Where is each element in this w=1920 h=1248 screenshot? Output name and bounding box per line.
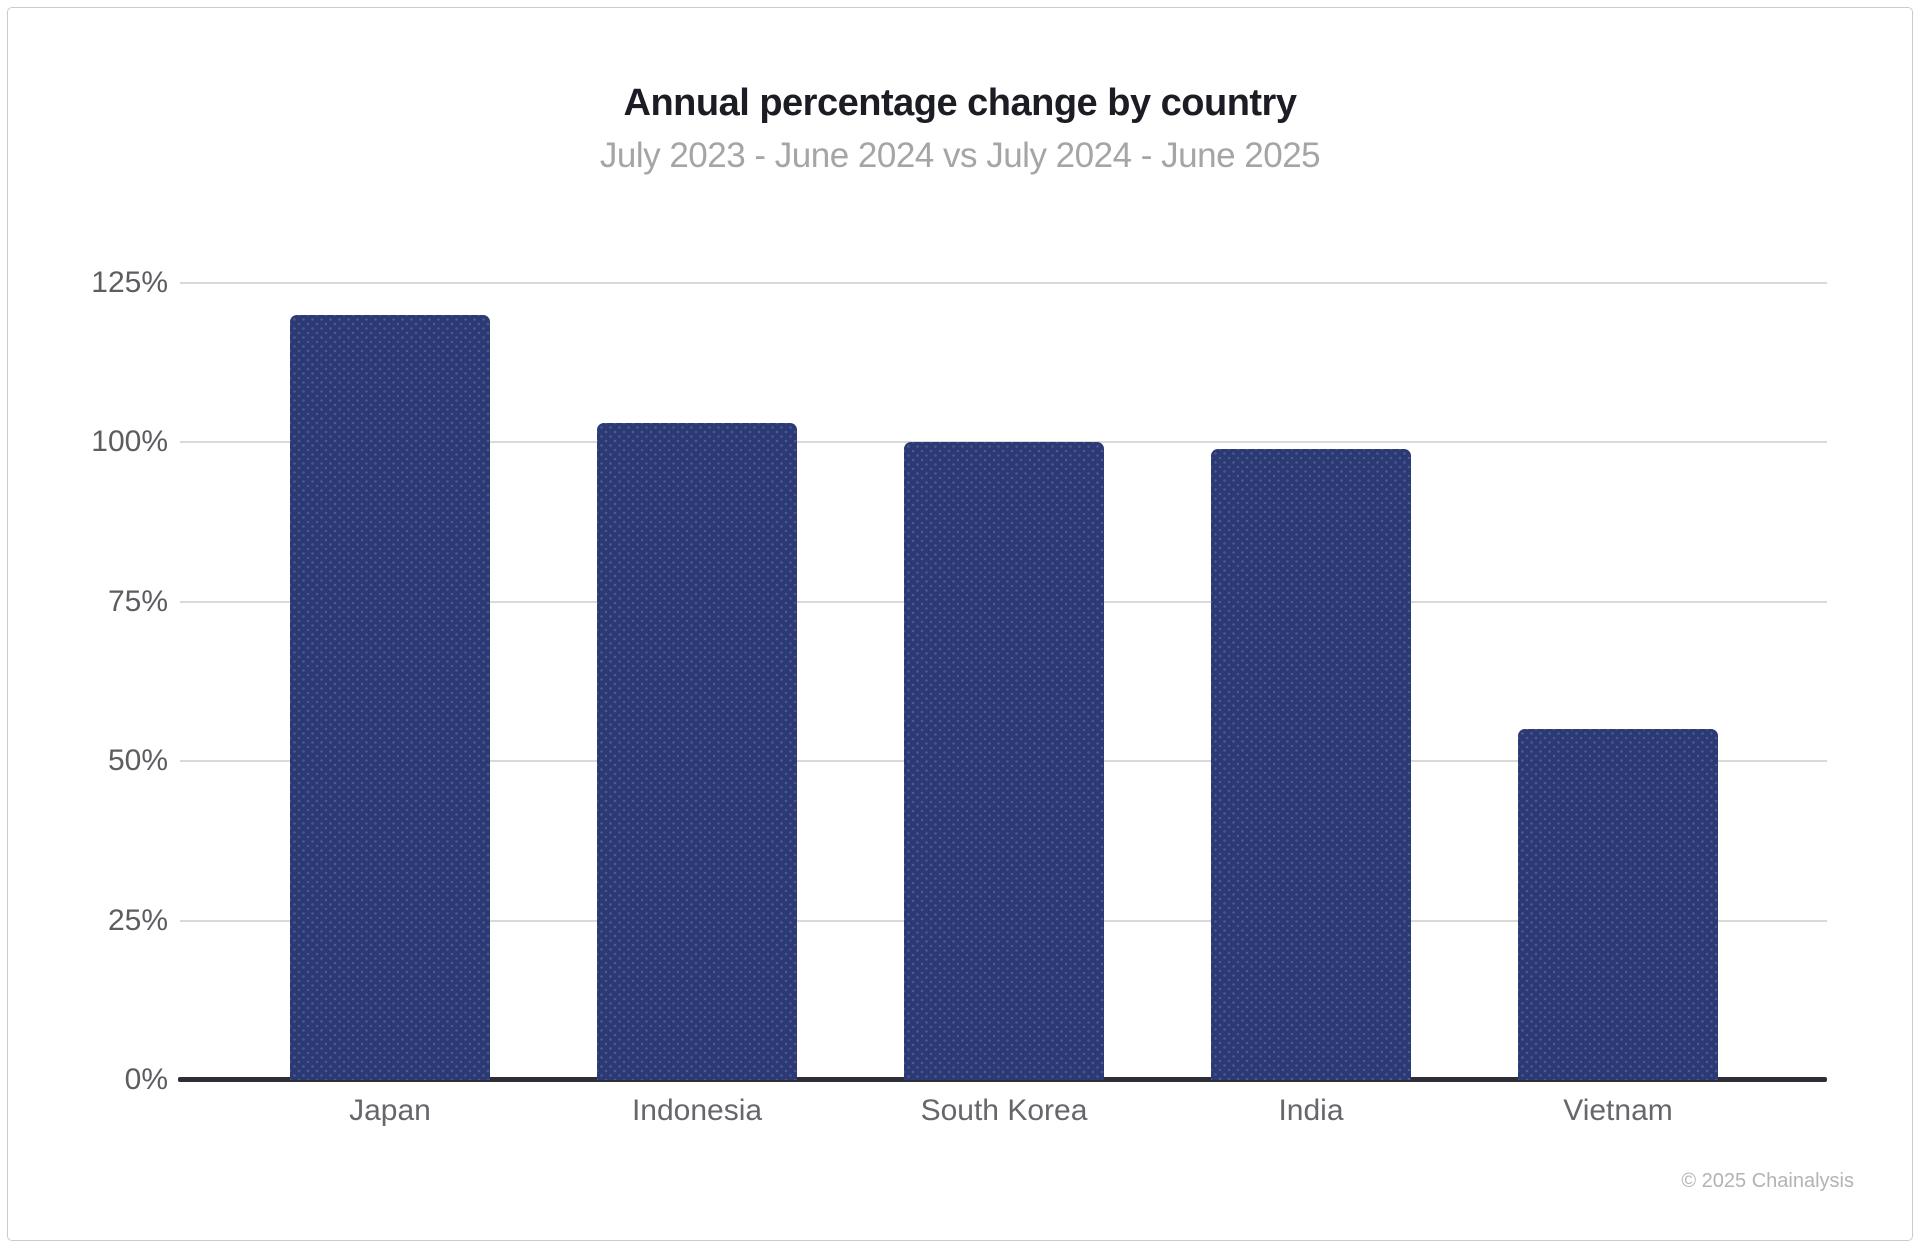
y-axis-tick-label: 125% — [91, 266, 168, 299]
x-axis-label: South Korea — [920, 1094, 1088, 1127]
x-axis-label: Vietnam — [1563, 1094, 1673, 1127]
chart-title: Annual percentage change by country — [623, 82, 1297, 124]
bar-vietnam — [1518, 729, 1718, 1080]
y-axis-tick-label: 100% — [91, 425, 168, 459]
y-axis-tick-label: 0% — [124, 1063, 168, 1096]
gridline — [180, 282, 1827, 284]
bar-india — [1211, 448, 1411, 1080]
y-axis-tick-label: 25% — [107, 903, 168, 937]
copyright-text: © 2025 Chainalysis — [1681, 1170, 1854, 1192]
bar-japan — [290, 314, 490, 1080]
x-axis-label: Indonesia — [631, 1094, 763, 1127]
bar-south-korea — [904, 442, 1104, 1080]
y-axis-tick-label: 75% — [107, 584, 168, 618]
x-axis-label: India — [1278, 1094, 1344, 1127]
bar-indonesia — [597, 423, 797, 1080]
x-axis-label: Japan — [349, 1094, 431, 1127]
y-axis-tick-label: 50% — [107, 744, 168, 778]
chart-subtitle: July 2023 - June 2024 vs July 2024 - Jun… — [599, 136, 1321, 175]
